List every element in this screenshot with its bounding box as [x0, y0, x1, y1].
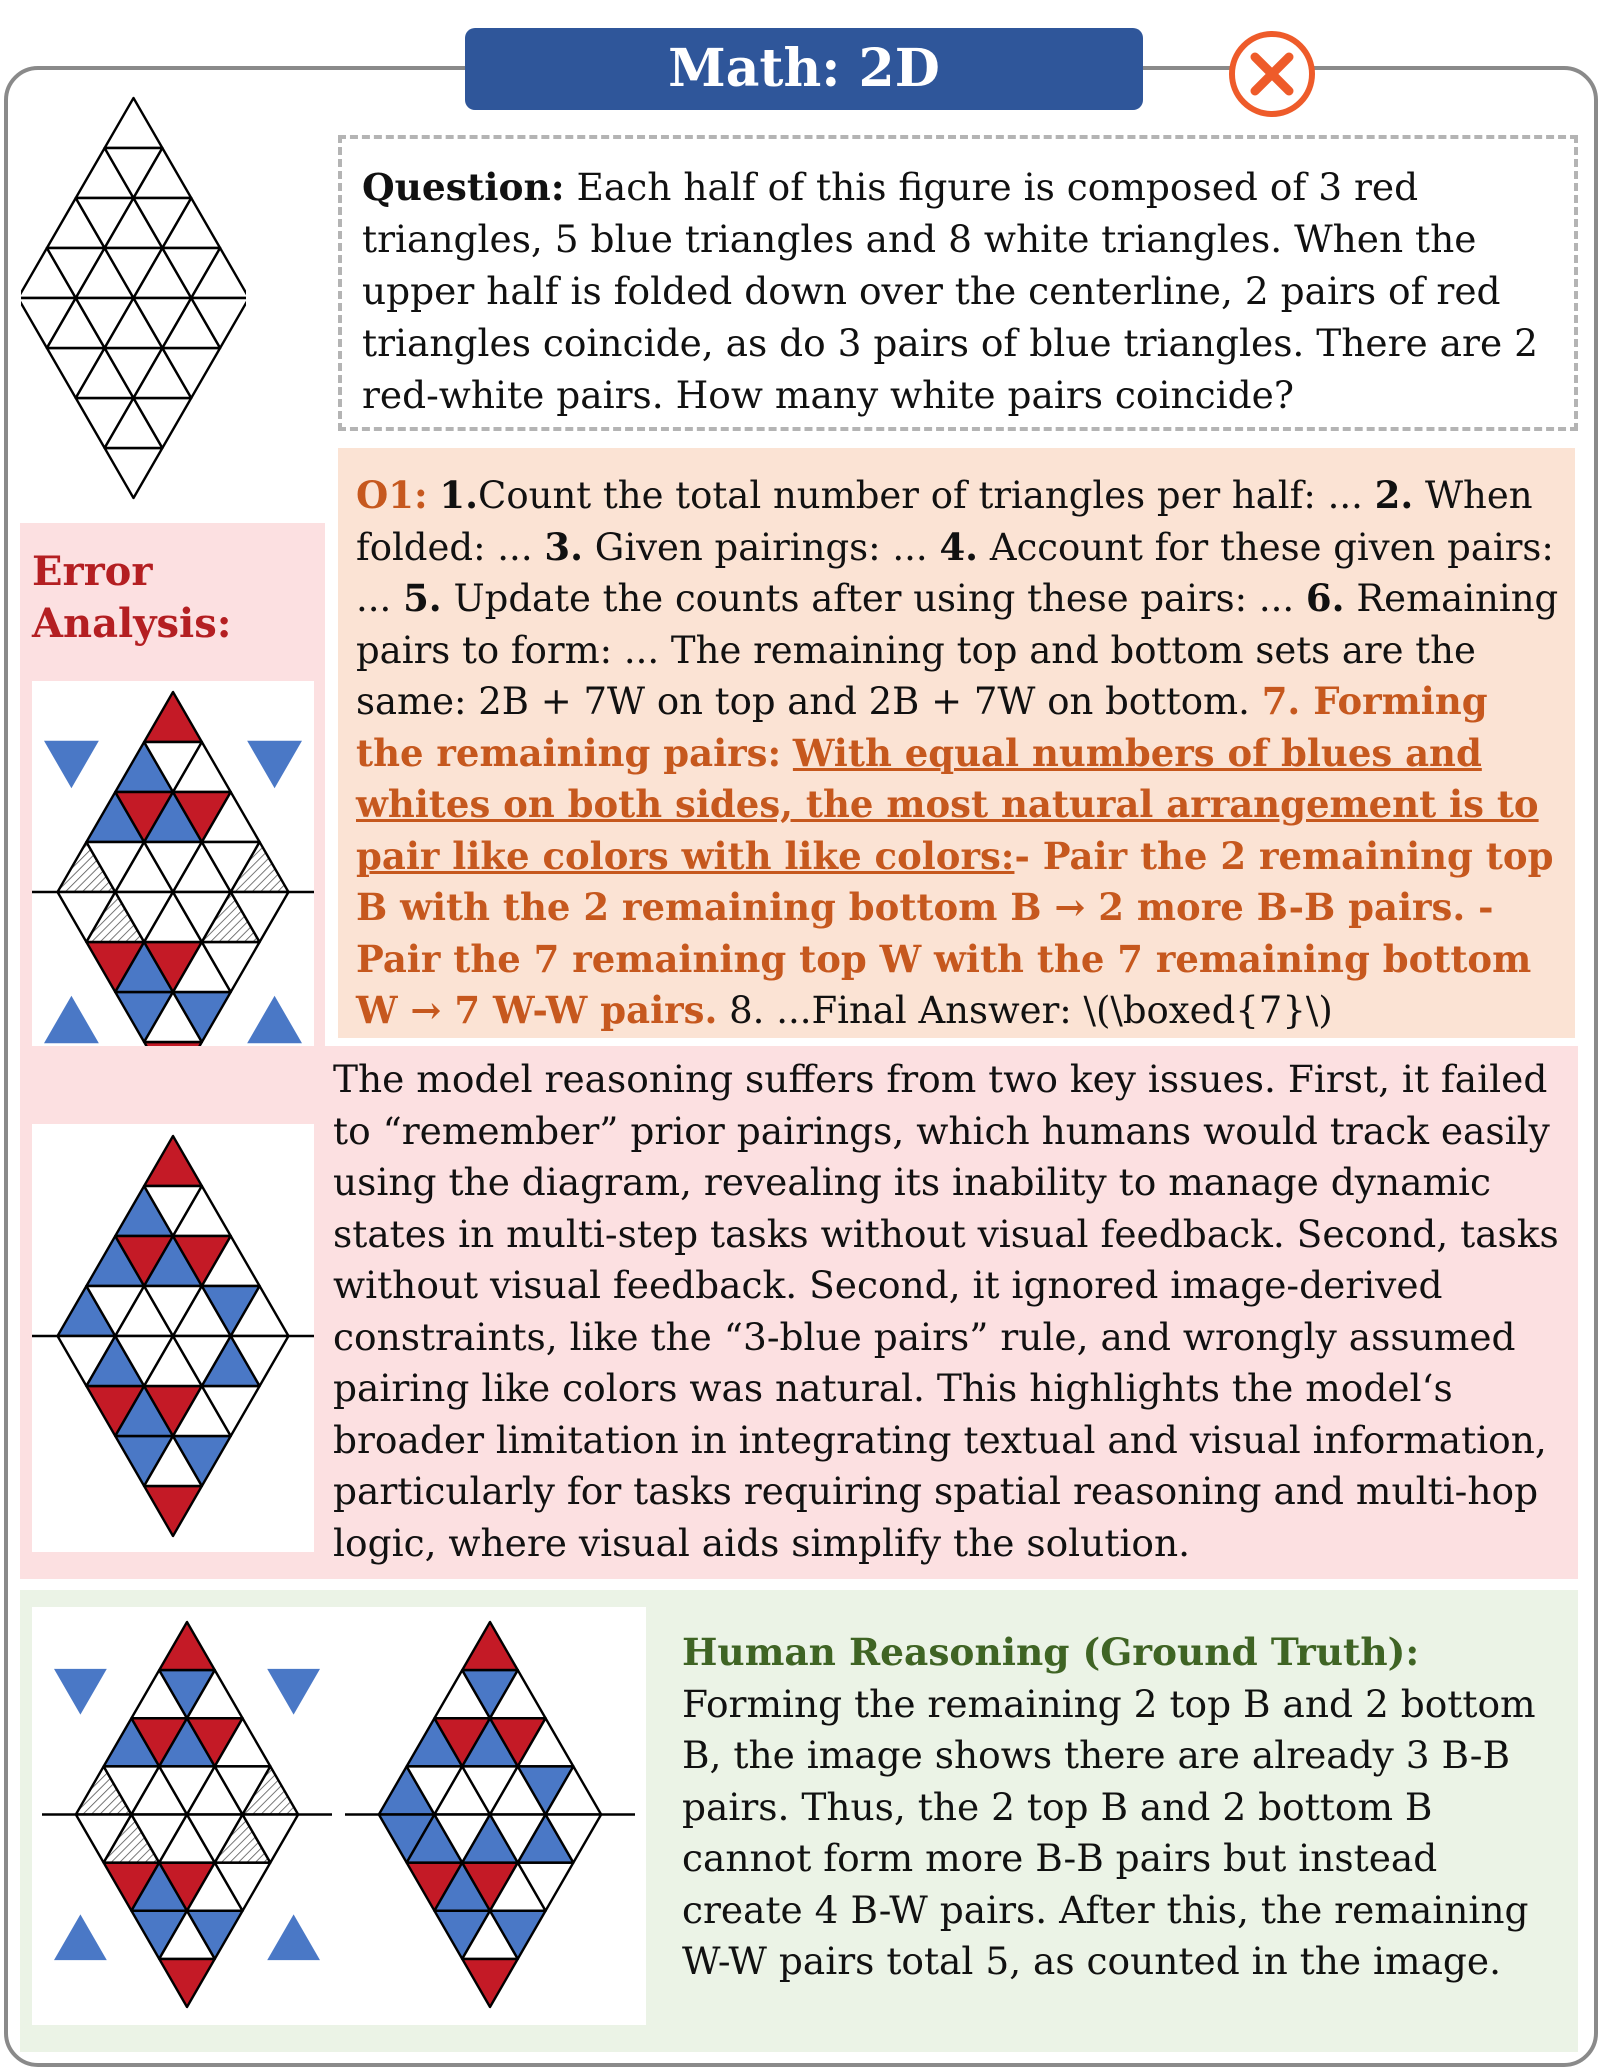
error-diagram-2 [32, 1134, 314, 1538]
step-4-text: Account for these given pairs: ... [356, 525, 1554, 621]
error-diagram-1 [32, 690, 314, 1094]
lower-triangle [190, 296, 246, 350]
ground-truth-label: Human Reasoning (Ground Truth): [682, 1630, 1420, 1674]
lower-triangle [142, 1484, 204, 1538]
question-diagram [21, 96, 246, 500]
ground-truth-diagram-1 [42, 1620, 332, 2009]
model-response-box: O1: 1.Count the total number of triangle… [338, 448, 1575, 1038]
step-6-text: Remaining pairs to form: ... The remaini… [356, 577, 1559, 723]
side-indicator-triangle [247, 995, 302, 1044]
question-box: Question: Each half of this figure is co… [338, 135, 1578, 431]
step-7-intro: 7. Forming the remaining pairs: [356, 679, 1488, 775]
step-3-number: 3. [544, 524, 583, 569]
page-title: Math: 2D Transformation [465, 28, 1143, 181]
question-text: Each half of this figure is composed of … [362, 165, 1538, 417]
side-indicator-triangle [54, 1914, 107, 1961]
question-label: Question: [362, 165, 565, 209]
side-indicator-triangle [44, 740, 99, 789]
step-6-number: 6. [1305, 576, 1345, 620]
lower-triangle [158, 1957, 216, 2009]
side-indicator-triangle [247, 740, 302, 789]
step-5-number: 5. [403, 576, 442, 620]
upper-triangle [142, 1134, 204, 1188]
upper-triangle [158, 1620, 216, 1672]
step-7-rest: - Pair the 2 remaining top B with the 2 … [356, 833, 1554, 1033]
side-indicator-triangle [54, 1668, 107, 1715]
step-2-number: 2. [1374, 473, 1414, 517]
lower-triangle [544, 1813, 603, 1864]
ground-truth-text-block: Human Reasoning (Ground Truth): Forming … [682, 1627, 1562, 1988]
lower-triangle [229, 1334, 290, 1388]
error-analysis-text: The model reasoning suffers from two key… [333, 1057, 1559, 1565]
model-label: O1: [356, 473, 428, 517]
lower-triangle [103, 446, 164, 500]
step-2-text: When folded: ... [356, 474, 1533, 569]
step-4-number: 4. [939, 524, 979, 569]
step-1-text: Count the total number of triangles per … [478, 474, 1363, 517]
side-indicator-triangle [44, 995, 99, 1044]
step-1-number: 1. [439, 473, 479, 517]
step-3-text: Given pairings: ... [594, 525, 928, 569]
upper-triangle [142, 690, 204, 744]
lower-triangle [461, 1957, 519, 2009]
step-5-text: Update the counts after using these pair… [453, 577, 1295, 620]
upper-triangle [103, 96, 164, 150]
close-icon [1229, 31, 1315, 117]
upper-triangle [461, 1620, 519, 1672]
ground-truth-text: Forming the remaining 2 top B and 2 bott… [682, 1681, 1536, 1984]
error-analysis-label: Error Analysis: [32, 548, 232, 647]
ground-truth-diagram-2 [345, 1620, 635, 2009]
side-indicator-triangle [267, 1914, 320, 1961]
lower-triangle [229, 890, 290, 944]
step-7-flawed-assumption: With equal numbers of blues and whites o… [356, 730, 1539, 878]
lower-triangle [241, 1813, 300, 1864]
side-indicator-triangle [267, 1668, 320, 1715]
step-8-final-answer: 8. ...Final Answer: \(\boxed{7}\) [729, 989, 1333, 1032]
